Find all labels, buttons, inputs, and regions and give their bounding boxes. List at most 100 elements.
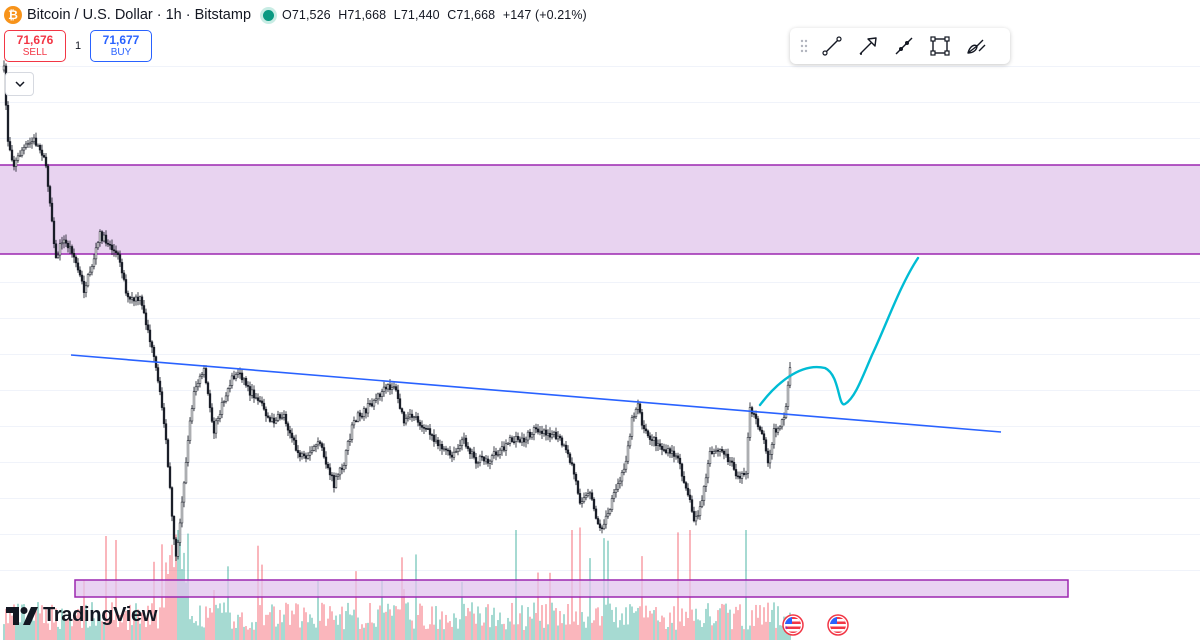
candle-body <box>640 412 644 426</box>
trend-line-icon[interactable] <box>814 31 850 61</box>
candle-body <box>24 143 28 148</box>
volume-bar <box>317 580 319 640</box>
candle-body <box>522 437 526 443</box>
volume-bar <box>325 625 327 640</box>
volume-bar <box>7 623 9 640</box>
candle-body <box>378 393 382 397</box>
candle-body <box>598 523 602 529</box>
candle-body <box>550 434 554 438</box>
candle-body <box>270 417 274 422</box>
bullish-projection-path[interactable] <box>758 256 920 407</box>
volume-bar <box>303 607 305 640</box>
candle-body <box>562 444 566 447</box>
volume-bar <box>47 623 49 640</box>
volume-bar <box>73 616 75 640</box>
candle-body <box>302 453 306 456</box>
candle-body <box>678 457 682 465</box>
volume-bar <box>287 604 289 640</box>
volume-bar <box>679 621 681 640</box>
candle-body <box>294 439 298 451</box>
candle-body <box>288 429 292 434</box>
candle-body <box>30 141 34 144</box>
arrow-icon[interactable] <box>850 31 886 61</box>
candle-body <box>136 296 140 301</box>
drag-handle-icon[interactable] <box>794 31 814 61</box>
market-status-icon[interactable] <box>263 9 275 21</box>
candle-body <box>642 425 646 430</box>
buy-button[interactable]: 71,677 BUY <box>90 30 152 62</box>
order-quantity[interactable]: 1 <box>74 40 82 52</box>
volume-bar <box>447 622 449 640</box>
candle-body <box>776 428 780 433</box>
candle-body <box>406 416 410 419</box>
volume-bar <box>583 621 585 640</box>
volume-bar <box>635 611 637 640</box>
volume-highlight-zone[interactable] <box>74 579 1069 598</box>
candle-body <box>208 393 212 408</box>
volume-bar <box>139 623 141 640</box>
candle-body <box>744 473 748 475</box>
volume-bar <box>15 620 17 640</box>
candle-body <box>64 239 68 244</box>
candle-body <box>104 234 108 244</box>
candle-body <box>470 451 474 455</box>
volume-bar <box>453 613 455 640</box>
volume-bar <box>141 612 143 640</box>
volume-bar <box>55 608 57 640</box>
candle-body <box>196 383 200 388</box>
candle-body <box>572 463 576 475</box>
sell-button[interactable]: 71,676 SELL <box>4 30 66 62</box>
candle-body <box>538 430 542 433</box>
ray-icon[interactable] <box>886 31 922 61</box>
candle-body <box>674 455 678 458</box>
volume-bar <box>301 621 303 640</box>
volume-bar <box>715 621 717 640</box>
candle-body <box>160 391 164 408</box>
candle-body <box>16 155 20 161</box>
us-economic-event-icon[interactable] <box>782 614 804 636</box>
candle-body <box>780 419 784 428</box>
volume-bar <box>109 611 111 640</box>
candle-body <box>618 480 622 484</box>
candle-body <box>52 220 56 244</box>
volume-bar <box>597 607 599 640</box>
collapse-button[interactable] <box>5 72 34 96</box>
volume-bar <box>781 625 783 640</box>
candle-body <box>242 378 246 381</box>
volume-bar <box>727 612 729 640</box>
volume-bar <box>463 603 465 640</box>
rectangle-icon[interactable] <box>922 31 958 61</box>
volume-bar <box>347 602 349 640</box>
descending-trendline[interactable] <box>70 354 1002 433</box>
candle-body <box>48 186 52 204</box>
symbol-title[interactable]: Bitcoin / U.S. Dollar · 1h · Bitstamp <box>27 7 252 23</box>
upper-resistance-zone[interactable] <box>0 164 1200 255</box>
volume-bar <box>341 606 343 640</box>
volume-bar <box>699 620 701 640</box>
volume-bar <box>769 622 771 640</box>
candle-body <box>34 137 38 146</box>
volume-bar <box>167 573 169 640</box>
brush-icon[interactable] <box>958 31 994 61</box>
volume-bar <box>83 579 85 640</box>
candle-body <box>272 417 276 424</box>
volume-bar <box>23 604 25 640</box>
volume-bar <box>441 611 443 640</box>
candle-body <box>620 472 624 482</box>
candle-body <box>2 65 6 71</box>
tradingview-logo[interactable]: TradingView <box>6 604 157 627</box>
volume-bar <box>525 626 527 640</box>
candle-body <box>78 269 82 276</box>
change-value: +147 (+0.21%) <box>502 8 587 22</box>
candle-body <box>738 476 742 479</box>
candle-body <box>72 253 76 258</box>
volume-bar <box>763 607 765 640</box>
candle-body <box>576 480 580 494</box>
candle-body <box>758 426 762 431</box>
volume-bar <box>491 614 493 640</box>
volume-bar <box>673 606 675 640</box>
drawing-toolbar <box>790 28 1010 64</box>
us-economic-event-icon[interactable] <box>827 614 849 636</box>
volume-bar <box>75 615 77 640</box>
